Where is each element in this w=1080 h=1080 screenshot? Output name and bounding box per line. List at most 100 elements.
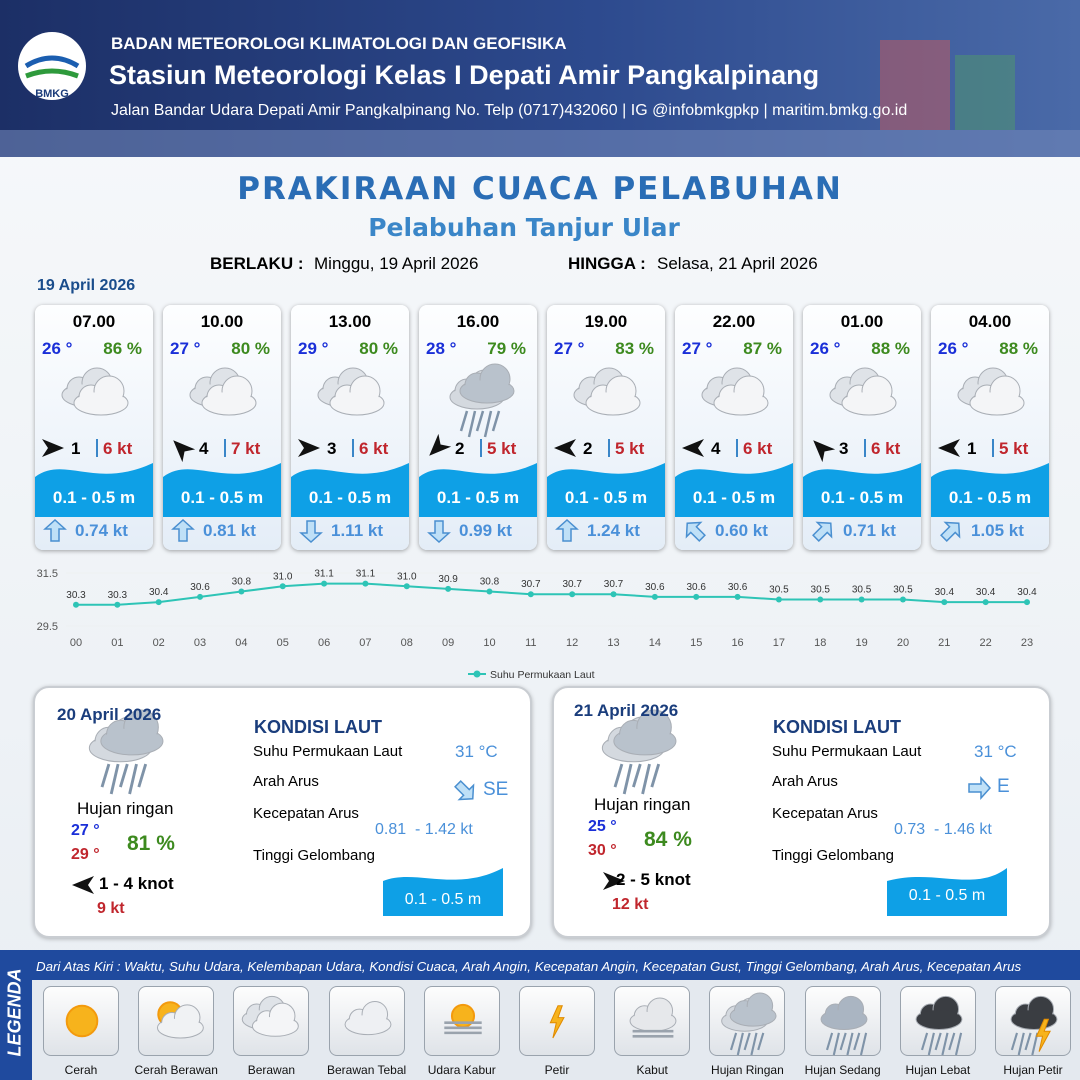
current-arrow [685,521,706,542]
icon-shape [822,1009,865,1027]
card-time: 16.00 [456,312,500,331]
legend-icon-box [138,986,215,1056]
x-tick-label: 10 [483,637,495,649]
sst-value-label: 30.4 [976,587,996,598]
icon-shape [844,392,894,412]
card-graphics [547,367,665,542]
sst-point [114,601,121,608]
legend-icon [629,997,677,1038]
card-wave: 0.1 - 0.5 m [52,488,136,507]
day-wind: 2 - 5 knot [616,870,691,889]
card-current: 0.81 kt [203,521,256,540]
card-time: 04.00 [968,312,1012,331]
x-tick-label: 13 [607,637,619,649]
sst-point [1024,599,1030,606]
weather-icon [1010,995,1058,1056]
x-tick-label: 15 [690,637,702,649]
wave-shape [803,463,921,517]
card-current: 1.24 kt [587,521,640,540]
weather-icon [88,709,164,795]
sst-point [817,596,824,603]
day-date: 21 April 2026 [574,701,679,720]
card-wind: 2 [583,439,593,458]
card-temp: 29 ° [298,339,329,358]
weather-icon [601,709,677,795]
wind-arrow [72,876,94,894]
agency: BADAN METEOROLOGI KLIMATOLOGI DAN GEOFIS… [111,34,567,53]
wave-shape [383,868,503,916]
legend-title: LEGENDA [4,968,25,1057]
card-temp: 27 ° [682,339,713,358]
sst-value-label: 30.7 [562,579,582,590]
current-speed: 0.81 - 1.42 kt [375,821,473,838]
sst-point [403,583,410,590]
icon-shape [103,728,161,752]
weather-icon [157,1001,205,1039]
sst-value: 31 °C [455,742,498,761]
weather-icon [573,367,641,416]
card-humidity: 80 % [231,339,270,358]
card-wave: 0.1 - 0.5 m [308,488,392,507]
card-graphics [931,367,1049,542]
x-tick-label: 05 [277,637,289,649]
sst-point [941,599,948,606]
legend-icon-box [899,986,976,1056]
x-tick-label: 21 [938,637,950,649]
panel-graphics [601,709,1007,916]
icon-shape [832,1032,840,1056]
weather-icon [915,995,963,1056]
icon-shape [737,1032,745,1056]
sst-value-label: 30.4 [149,587,169,598]
x-tick-label: 01 [111,637,123,649]
wind-arrow [298,439,320,457]
icon-shape [100,763,111,788]
x-tick-label: 09 [442,637,454,649]
sst-value-label: 30.7 [604,579,624,590]
sst-value-label: 30.5 [852,585,872,596]
legend-icon-box [614,986,691,1056]
wave-shape [675,463,793,517]
icon-shape [757,1032,765,1051]
sst-value-label: 31.0 [397,571,417,582]
icon-shape [750,1032,758,1056]
legend-label: Suhu Permukaan Laut [490,669,595,681]
x-tick-label: 18 [814,637,826,649]
wind-arrow [554,439,576,457]
legend-item-label: Berawan Tebal [327,1063,407,1077]
forecast-card: 22.00 27 ° 87 % 4 6 kt 0.1 - 0.5 m 0.60 kt [675,305,793,550]
card-wind: 1 [967,439,977,458]
x-tick-label: 12 [566,637,578,649]
legend-icon-box [519,986,595,1056]
card-wind: 3 [839,439,849,458]
current-dir-label: Arah Arus [772,773,838,790]
card-wind: 1 [71,439,81,458]
sst-point [651,593,658,600]
card-current: 0.60 kt [715,521,768,540]
sst-line [76,582,1027,606]
legend-item-label: Udara Kabur [427,1063,496,1077]
sst-value-label: 30.8 [480,577,500,588]
legend-item-label: Hujan Ringan [711,1063,784,1077]
icon-shape [716,392,766,412]
card-time: 13.00 [328,312,372,331]
sst-point [238,588,245,595]
legend-item-label: Hujan Sedang [804,1063,881,1077]
sst-value-label: 30.6 [645,582,665,593]
logo-text: BMKG [35,88,69,100]
sst-value-label: 30.6 [686,582,706,593]
weather-icon [317,367,385,416]
icon-shape [934,1032,942,1051]
icon-shape [730,1032,738,1051]
icon-shape [475,410,485,432]
legend-item-label: Hujan Lebat [905,1063,971,1077]
current-arrow [427,520,451,544]
legend-icon [1010,995,1058,1056]
legend-icon-box [423,986,500,1056]
icon-shape [852,1032,860,1051]
card-graphics [675,367,793,542]
station: Stasiun Meteorologi Kelas I Depati Amir … [109,60,820,90]
current-arrow [555,518,579,542]
icon-shape [483,410,493,438]
icon-shape [732,1006,775,1024]
current-arrow [968,776,992,800]
